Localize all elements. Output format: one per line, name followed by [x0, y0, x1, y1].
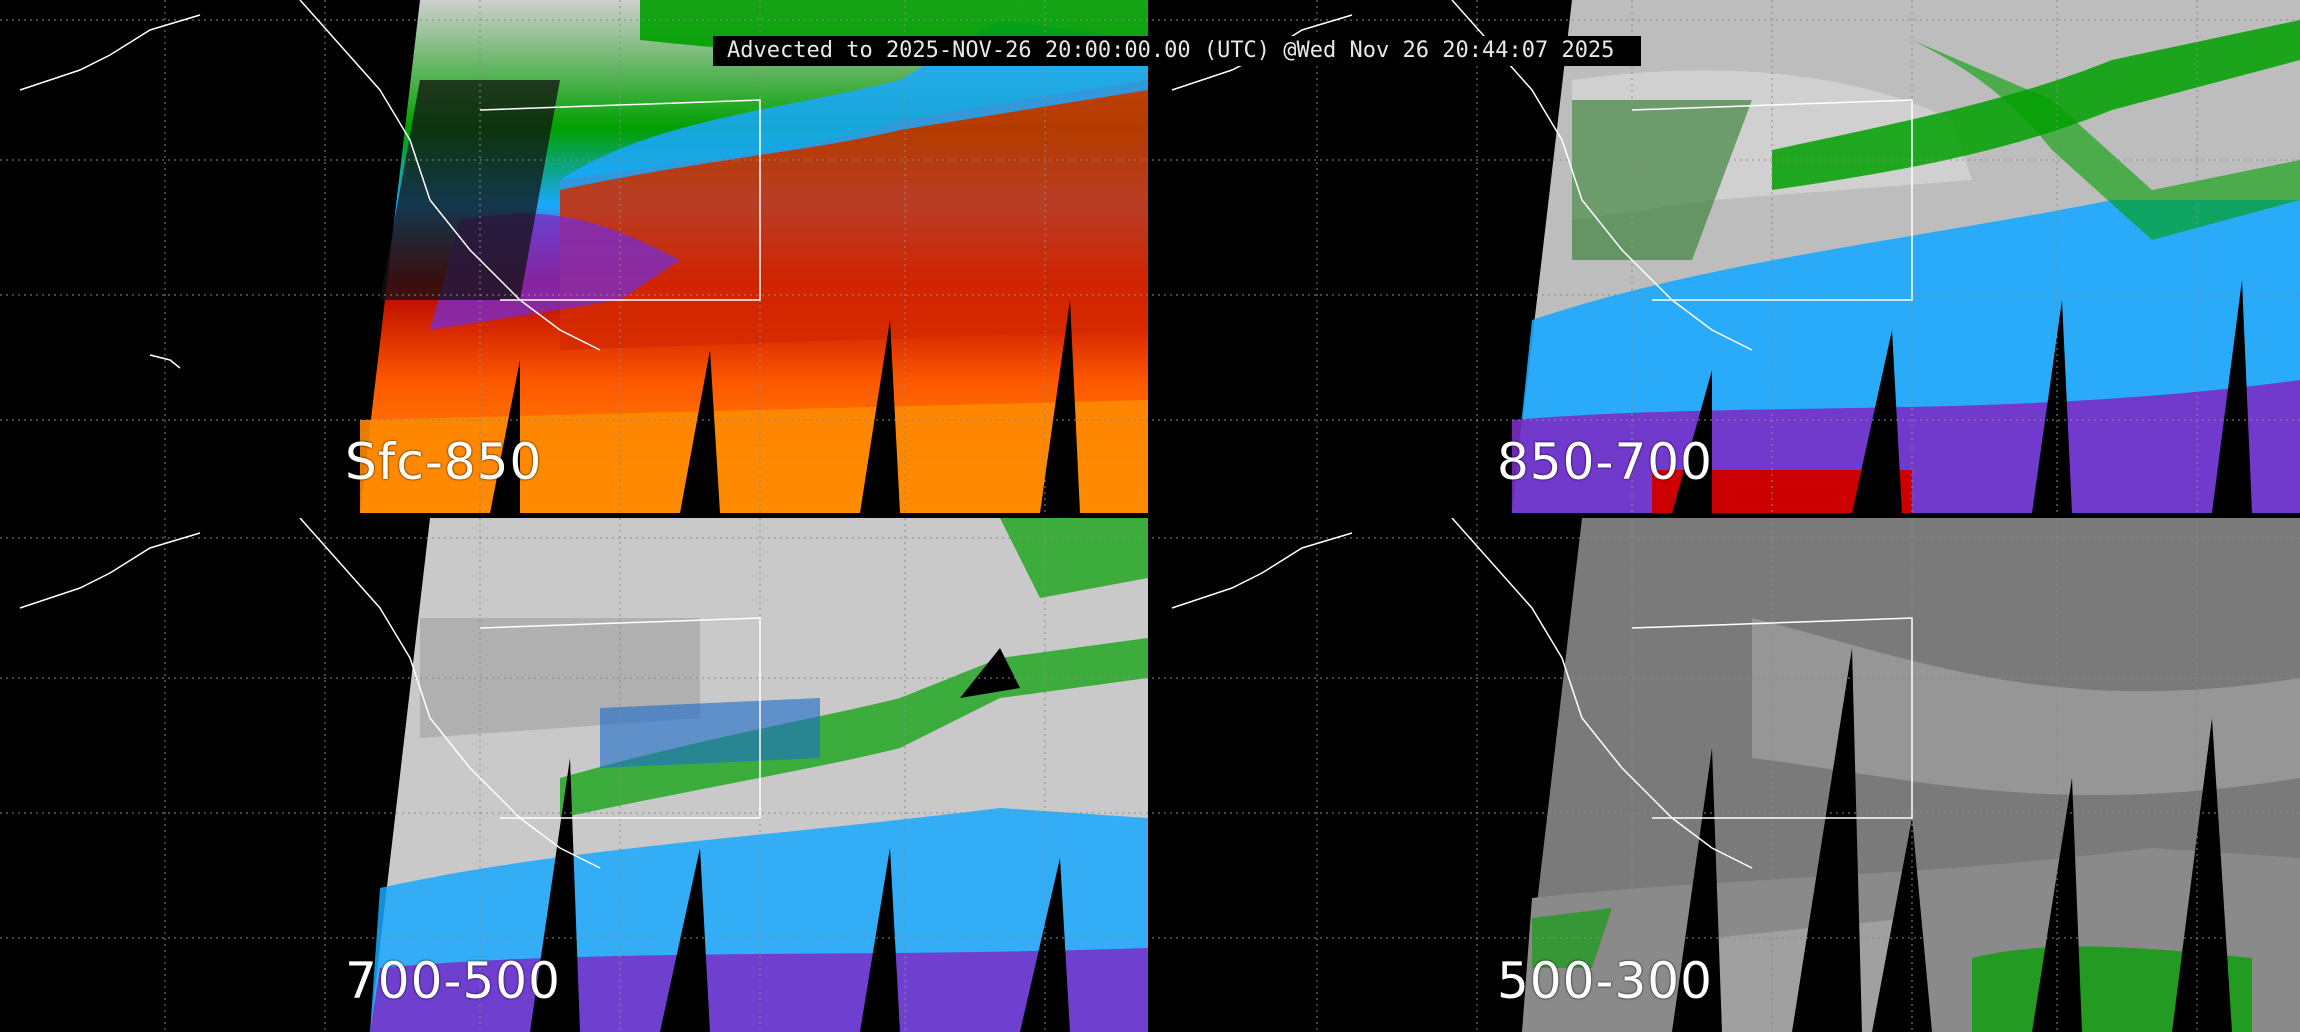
layer-panel-700-500: 700-500	[0, 518, 1148, 1032]
panel-divider-horizontal	[0, 513, 2300, 518]
moisture-map-850-700	[1152, 0, 2300, 513]
layer-panel-850-700: 850-700	[1152, 0, 2300, 513]
layer-panel-sfc-850: Sfc-850	[0, 0, 1148, 513]
layer-label: 850-700	[1497, 433, 1713, 491]
advection-timestamp: Advected to 2025-NOV-26 20:00:00.00 (UTC…	[713, 36, 1641, 66]
layer-label: 500-300	[1497, 952, 1713, 1010]
moisture-map-700-500	[0, 518, 1148, 1032]
layer-panel-500-300: 500-300	[1152, 518, 2300, 1032]
layer-label: 700-500	[345, 952, 561, 1010]
layer-label: Sfc-850	[345, 433, 543, 491]
moisture-map-500-300	[1152, 518, 2300, 1032]
moisture-map-sfc-850	[0, 0, 1148, 513]
